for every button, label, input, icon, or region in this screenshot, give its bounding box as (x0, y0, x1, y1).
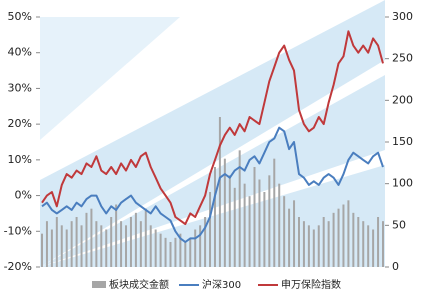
y-tick-label: -20% (4, 260, 32, 273)
bar (130, 217, 132, 267)
y2-tick-label: 300 (392, 10, 413, 23)
y2-tick-label: 50 (392, 218, 406, 231)
bar (338, 209, 340, 267)
bar (160, 234, 162, 267)
bar (323, 217, 325, 267)
y-tick-label: 10% (8, 153, 32, 166)
y2-tick-label: 150 (392, 135, 413, 148)
bar (66, 230, 68, 268)
bar (115, 205, 117, 268)
bar (367, 225, 369, 267)
chart: -20% -10% 0% 10% 20% 30% 40% 50% 0 50 100 150 200 250… (0, 0, 421, 295)
bar (189, 238, 191, 267)
bar (194, 230, 196, 268)
bar (347, 200, 349, 267)
bar (56, 217, 58, 267)
bar (303, 221, 305, 267)
bar (352, 213, 354, 267)
bar (209, 192, 211, 267)
bar (362, 221, 364, 267)
bar (51, 230, 53, 268)
legend-label: 沪深300 (202, 278, 241, 291)
bar (254, 167, 256, 267)
bar (234, 188, 236, 267)
bar (288, 209, 290, 267)
bar (95, 221, 97, 267)
bar (85, 213, 87, 267)
y-tick-label: 50% (8, 10, 32, 23)
bar (333, 213, 335, 267)
bar (318, 225, 320, 267)
y2-tick-label: 250 (392, 52, 413, 65)
bar (372, 230, 374, 268)
bar (155, 230, 157, 268)
bar (125, 225, 127, 267)
bar (313, 230, 315, 268)
bar (268, 175, 270, 267)
bar (135, 213, 137, 267)
bar (174, 238, 176, 267)
bar (100, 225, 102, 267)
legend-swatch (92, 281, 106, 288)
bar (61, 225, 63, 267)
y-tick-label: 20% (8, 117, 32, 130)
bar (41, 234, 43, 267)
bar (328, 221, 330, 267)
bar (377, 217, 379, 267)
bar (71, 221, 73, 267)
bar (140, 221, 142, 267)
y-tick-label: -10% (4, 224, 32, 237)
y-tick-label: 30% (8, 81, 32, 94)
y2-tick-label: 0 (392, 260, 399, 273)
bar (342, 205, 344, 268)
bar (357, 217, 359, 267)
bar (308, 225, 310, 267)
bar (199, 225, 201, 267)
bar (110, 217, 112, 267)
legend: 板块成交金额 沪深300 申万保险指数 (92, 278, 341, 291)
bar (263, 192, 265, 267)
bar (150, 225, 152, 267)
bar (76, 217, 78, 267)
bar (283, 196, 285, 267)
y2-tick-label: 100 (392, 177, 413, 190)
legend-label: 申万保险指数 (281, 278, 341, 291)
bar (298, 217, 300, 267)
bar (244, 184, 246, 267)
bar (229, 175, 231, 267)
bar (249, 196, 251, 267)
bar (382, 221, 384, 267)
bar (81, 225, 83, 267)
bar (165, 238, 167, 267)
bar (46, 221, 48, 267)
y-tick-label: 40% (8, 46, 32, 59)
bar (90, 209, 92, 267)
bar (105, 230, 107, 268)
bar (120, 221, 122, 267)
bar (145, 209, 147, 267)
bar (214, 167, 216, 267)
bar (184, 242, 186, 267)
bar (273, 159, 275, 267)
bar (169, 242, 171, 267)
bar (278, 184, 280, 267)
y-tick-label: 0% (15, 189, 32, 202)
bar (258, 180, 260, 268)
bar (293, 200, 295, 267)
legend-label: 板块成交金额 (109, 278, 169, 291)
y2-tick-label: 200 (392, 93, 413, 106)
bar (219, 117, 221, 267)
